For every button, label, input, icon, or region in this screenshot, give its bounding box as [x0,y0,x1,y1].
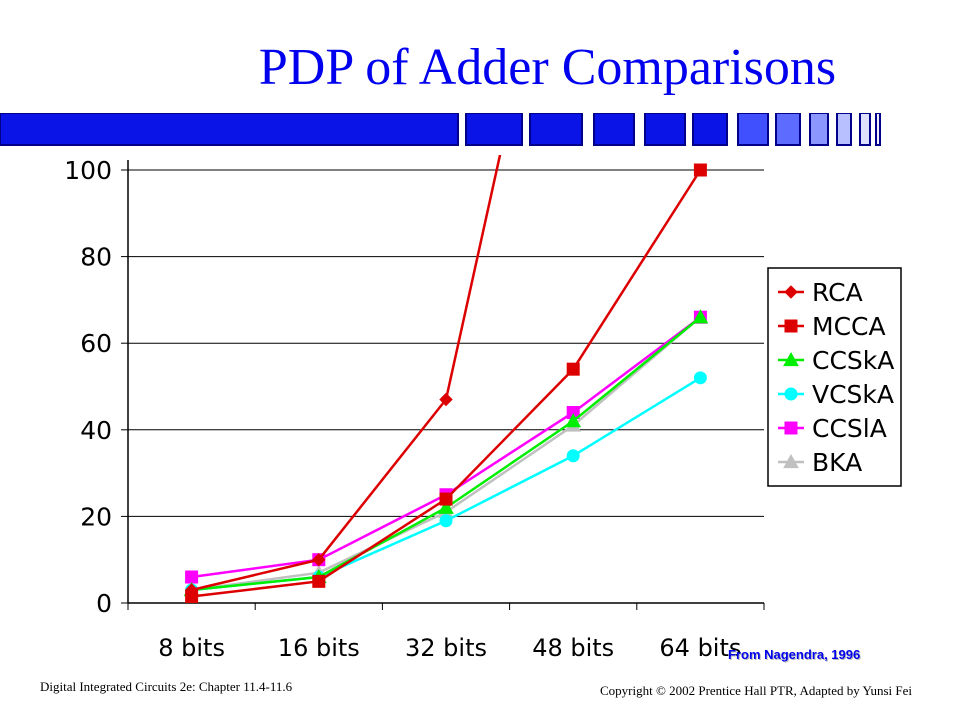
x-tick-label: 32 bits [405,634,487,662]
data-point-vcska [439,514,453,528]
y-tick-label: 20 [80,502,112,531]
data-point-rca [184,583,199,597]
legend-label: BKA [812,448,862,477]
legend-marker-mcca [784,319,798,333]
series-line-ccsla [191,316,702,579]
series-line-rca [191,155,502,592]
data-point-mcca [566,362,580,376]
page-title: PDP of Adder Comparisons [258,39,837,96]
x-tick-label: 48 bits [532,634,614,662]
data-point-ccska [565,413,582,428]
legend-label: RCA [812,278,863,307]
legend-box [767,267,902,487]
data-point-ccska [692,309,709,324]
y-tick-label: 100 [64,156,112,185]
y-tick-label: 40 [80,416,112,445]
title-decoration-bar [0,113,881,146]
legend-marker-bka [783,453,799,469]
legend-label: VCSkA [812,380,894,409]
footer-chapter: Digital Integrated Circuits 2e: Chapter … [40,679,293,694]
series-line-bka [191,316,702,592]
legend-marker-vcska [784,387,798,401]
legend-label: CCSkA [812,346,894,375]
legend-marker-ccska [783,351,799,367]
x-tick-label: 64 bits [659,634,741,662]
legend-label: CCSlA [812,414,887,443]
y-tick-label: 0 [96,589,112,618]
series-line-vcska [191,376,702,592]
y-tick-label: 80 [80,243,112,272]
series-line-ccska [191,316,702,592]
data-point-vcska [566,449,580,463]
legend-label: MCCA [812,312,886,341]
data-point-rca [312,552,326,567]
data-point-vcska [693,371,707,385]
data-point-rca [439,392,453,407]
footer-copyright: Copyright © 2002 Prentice Hall PTR, Adap… [600,683,912,698]
data-point-mcca [312,574,326,588]
legend-marker-rca [784,285,798,299]
x-tick-label: 16 bits [278,634,360,662]
data-point-mcca [439,492,453,506]
y-tick-label: 60 [80,329,112,358]
x-tick-label: 8 bits [158,634,225,662]
data-point-ccska [438,499,454,514]
data-point-mcca [693,163,707,177]
legend-marker-ccsla [784,421,798,435]
source-note: From Nagendra, 1996 [728,647,861,662]
data-point-ccsla [185,570,199,584]
